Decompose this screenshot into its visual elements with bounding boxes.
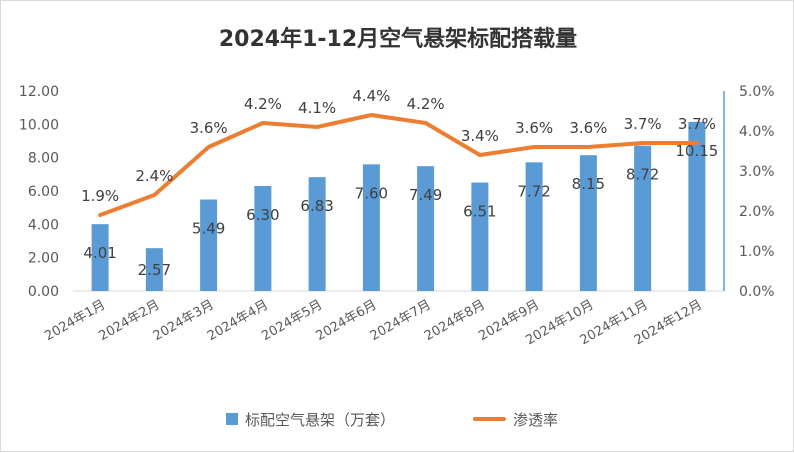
bar-data-label: 7.60 [355, 184, 388, 202]
y-left-tick-label: 10.00 [19, 117, 59, 133]
bar-data-label: 5.49 [192, 220, 225, 238]
legend: 标配空气悬架（万套） 渗透率 [226, 411, 558, 429]
y-left-tick-label: 2.00 [28, 251, 59, 267]
line-point [316, 126, 318, 128]
line-data-label: 4.4% [352, 87, 390, 105]
bar-data-label: 2.57 [138, 261, 171, 279]
legend-bar-swatch [226, 413, 238, 425]
y-left-tick-label: 12.00 [19, 84, 59, 100]
line-point [479, 154, 481, 156]
bar [688, 121, 706, 291]
x-tick-label: 2024年7月 [368, 297, 434, 344]
bar [634, 145, 652, 291]
y-right-tick-label: 0.0% [739, 284, 775, 300]
x-tick-label: 2024年8月 [422, 297, 488, 344]
x-tick-label: 2024年4月 [205, 297, 271, 344]
line-data-label: 3.6% [515, 119, 553, 137]
y-left-tick-label: 8.00 [28, 151, 59, 167]
line-data-label: 3.6% [569, 119, 607, 137]
bar-data-label: 6.51 [463, 203, 496, 221]
bars-group [91, 121, 706, 291]
bar-data-label: 8.72 [626, 166, 659, 184]
bar-data-label: 10.15 [675, 142, 718, 160]
line-group [98, 113, 699, 217]
line-point [425, 122, 427, 124]
y-left-tick-label: 0.00 [28, 284, 59, 300]
y-right-tick-label: 4.0% [739, 124, 775, 140]
bar [362, 164, 380, 291]
bar [417, 166, 435, 291]
line-data-label: 1.9% [81, 187, 119, 205]
line-data-label: 3.7% [624, 115, 662, 133]
chart-title: 2024年1-12月空气悬架标配搭载量 [219, 26, 577, 52]
line-data-label: 4.1% [298, 99, 336, 117]
line-point [642, 142, 644, 144]
line-data-label: 2.4% [135, 167, 173, 185]
bar-data-label: 4.01 [83, 244, 116, 262]
bar-data-label: 8.15 [572, 175, 605, 193]
x-tick-label: 2024年5月 [259, 297, 325, 344]
line-point [696, 142, 698, 144]
line-point [99, 214, 101, 216]
x-tick-label: 2024年6月 [314, 297, 380, 344]
legend-bar-label: 标配空气悬架（万套） [245, 411, 395, 429]
x-tick-label: 2024年1月 [42, 297, 108, 344]
bar [200, 199, 218, 291]
bar [579, 155, 597, 291]
x-tick-label: 2024年3月 [151, 297, 217, 344]
bar [91, 224, 109, 291]
bar-data-label: 6.30 [246, 206, 279, 224]
x-tick-label: 2024年2月 [97, 297, 163, 344]
line-data-label: 4.2% [244, 95, 282, 113]
y-right-tick-label: 3.0% [739, 164, 775, 180]
y-right-tick-label: 1.0% [739, 244, 775, 260]
line-data-label: 3.6% [190, 119, 228, 137]
line-data-label: 4.2% [407, 95, 445, 113]
data-labels-group: 4.01 2.57 5.49 6.30 6.83 7.60 7.49 6.51 7.72 8.15… [81, 87, 718, 279]
bar [525, 162, 543, 291]
y-left-tick-label: 4.00 [28, 217, 59, 233]
y-left-tick-label: 6.00 [28, 184, 59, 200]
line-point [208, 146, 210, 148]
line-point [533, 146, 535, 148]
bar-data-label: 7.72 [517, 182, 550, 200]
line-point [370, 114, 372, 116]
y-right-tick-label: 2.0% [739, 204, 775, 220]
line-point [587, 146, 589, 148]
bar [145, 248, 163, 291]
line-point [262, 122, 264, 124]
bar-data-label: 6.83 [300, 197, 333, 215]
legend-line-label: 渗透率 [513, 411, 558, 429]
line-data-label: 3.7% [678, 115, 716, 133]
y-right-tick-label: 5.0% [739, 84, 775, 100]
penetration-line [98, 113, 699, 217]
bar [254, 186, 272, 291]
bar-data-label: 7.49 [409, 186, 442, 204]
line-point [153, 194, 155, 196]
line-data-label: 3.4% [461, 127, 499, 145]
bar [471, 182, 489, 291]
bar [308, 177, 326, 291]
